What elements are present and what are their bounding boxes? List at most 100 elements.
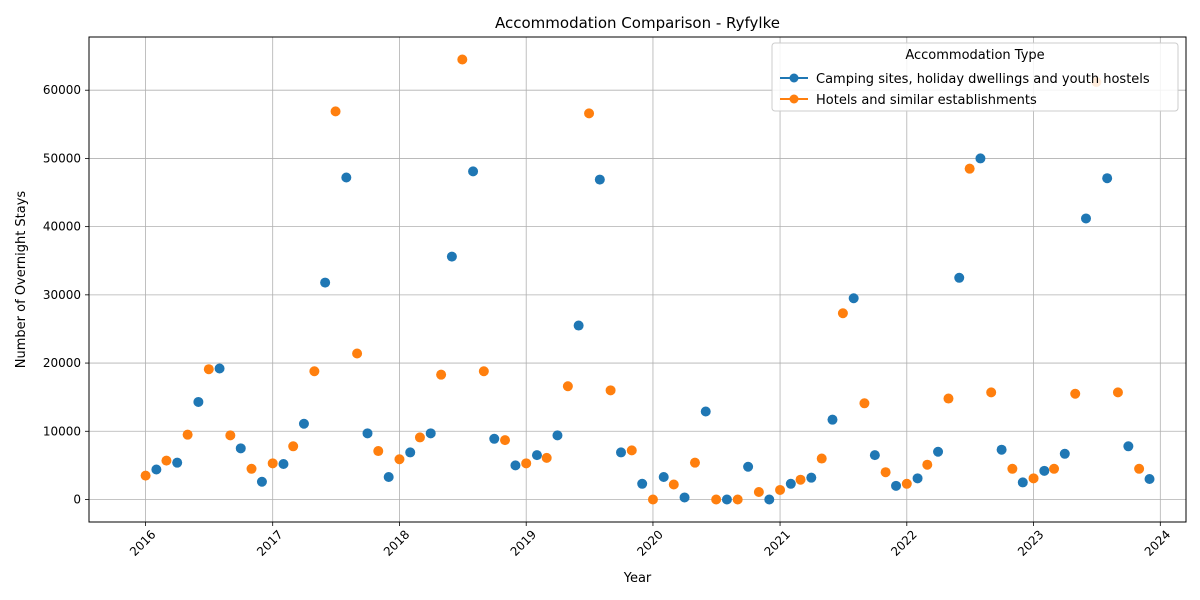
y-tick-label: 60000 bbox=[43, 83, 81, 97]
data-point bbox=[446, 251, 457, 262]
data-point bbox=[214, 363, 225, 374]
y-axis: 0 10000 20000 30000 40000 50000 60000 bbox=[43, 83, 89, 506]
data-point bbox=[743, 461, 754, 472]
x-axis-label: Year bbox=[623, 571, 652, 586]
data-point bbox=[562, 381, 573, 392]
data-point bbox=[267, 458, 278, 469]
data-point bbox=[1049, 463, 1060, 474]
data-point bbox=[658, 471, 669, 482]
legend-entry: Hotels and similar establishments bbox=[780, 93, 1037, 108]
data-point bbox=[161, 455, 172, 466]
data-point bbox=[668, 479, 679, 490]
data-point bbox=[425, 428, 436, 439]
data-point bbox=[721, 494, 732, 505]
data-point bbox=[869, 450, 880, 461]
data-point bbox=[605, 385, 616, 396]
plot-frame bbox=[88, 36, 1187, 523]
data-point bbox=[816, 453, 827, 464]
data-point bbox=[700, 406, 711, 417]
data-point bbox=[235, 443, 246, 454]
data-point bbox=[964, 163, 975, 174]
data-point bbox=[975, 153, 986, 164]
data-point bbox=[943, 393, 954, 404]
data-point bbox=[541, 452, 552, 463]
legend-marker bbox=[789, 73, 799, 83]
data-point bbox=[1070, 388, 1081, 399]
data-point bbox=[679, 492, 690, 503]
data-point bbox=[330, 106, 341, 117]
data-point bbox=[225, 430, 236, 441]
data-point bbox=[922, 459, 933, 470]
series-0 bbox=[151, 153, 1155, 505]
data-point bbox=[1123, 441, 1134, 452]
data-point bbox=[711, 494, 722, 505]
data-point bbox=[457, 54, 468, 65]
legend-entry: Camping sites, holiday dwellings and you… bbox=[780, 72, 1150, 87]
data-point bbox=[1007, 463, 1018, 474]
data-point bbox=[341, 172, 352, 183]
data-point bbox=[1102, 173, 1113, 184]
legend-marker bbox=[789, 94, 799, 104]
data-point bbox=[1080, 213, 1091, 224]
data-point bbox=[901, 478, 912, 489]
data-point bbox=[795, 474, 806, 485]
grid bbox=[89, 37, 1186, 522]
data-point bbox=[637, 478, 648, 489]
data-point bbox=[732, 494, 743, 505]
data-point bbox=[414, 432, 425, 443]
data-point bbox=[394, 454, 405, 465]
data-point bbox=[1112, 387, 1123, 398]
data-point bbox=[352, 348, 363, 359]
data-point bbox=[1134, 463, 1145, 474]
data-point bbox=[298, 418, 309, 429]
data-point bbox=[362, 428, 373, 439]
data-point bbox=[489, 433, 500, 444]
legend-box bbox=[771, 42, 1179, 112]
data-point bbox=[880, 467, 891, 478]
y-tick-label: 40000 bbox=[43, 220, 81, 234]
data-point bbox=[584, 108, 595, 119]
data-point bbox=[436, 369, 447, 380]
data-point bbox=[775, 484, 786, 495]
data-point bbox=[531, 450, 542, 461]
data-point bbox=[594, 174, 605, 185]
y-tick-label: 20000 bbox=[43, 356, 81, 370]
data-point bbox=[933, 446, 944, 457]
data-point bbox=[1039, 465, 1050, 476]
data-point bbox=[806, 472, 817, 483]
data-point bbox=[912, 473, 923, 484]
data-point bbox=[753, 486, 764, 497]
data-point bbox=[500, 435, 511, 446]
data-point bbox=[1059, 448, 1070, 459]
data-point bbox=[478, 366, 489, 377]
data-point bbox=[193, 396, 204, 407]
data-point bbox=[689, 457, 700, 468]
data-point bbox=[616, 447, 627, 458]
data-point bbox=[647, 494, 658, 505]
legend: Accommodation Type Camping sites, holida… bbox=[771, 42, 1179, 112]
legend-title: Accommodation Type bbox=[905, 48, 1044, 63]
data-point bbox=[203, 364, 214, 375]
data-point bbox=[573, 320, 584, 331]
data-point bbox=[182, 429, 193, 440]
data-point bbox=[373, 446, 384, 457]
data-point bbox=[172, 457, 183, 468]
y-axis-label: Number of Overnight Stays bbox=[14, 191, 29, 369]
data-point bbox=[1144, 474, 1155, 485]
data-point bbox=[278, 459, 289, 470]
data-point bbox=[552, 430, 563, 441]
data-point bbox=[626, 445, 637, 456]
data-point bbox=[468, 166, 479, 177]
data-point bbox=[785, 478, 796, 489]
data-point bbox=[848, 293, 859, 304]
series-1 bbox=[140, 54, 1145, 505]
data-points bbox=[140, 54, 1155, 505]
y-tick-label: 50000 bbox=[43, 151, 81, 165]
data-point bbox=[140, 470, 151, 481]
data-point bbox=[764, 494, 775, 505]
chart-title: Accommodation Comparison - Ryfylke bbox=[495, 14, 780, 32]
data-point bbox=[288, 441, 299, 452]
y-tick-label: 10000 bbox=[43, 424, 81, 438]
y-tick-label: 0 bbox=[73, 492, 81, 506]
data-point bbox=[986, 387, 997, 398]
